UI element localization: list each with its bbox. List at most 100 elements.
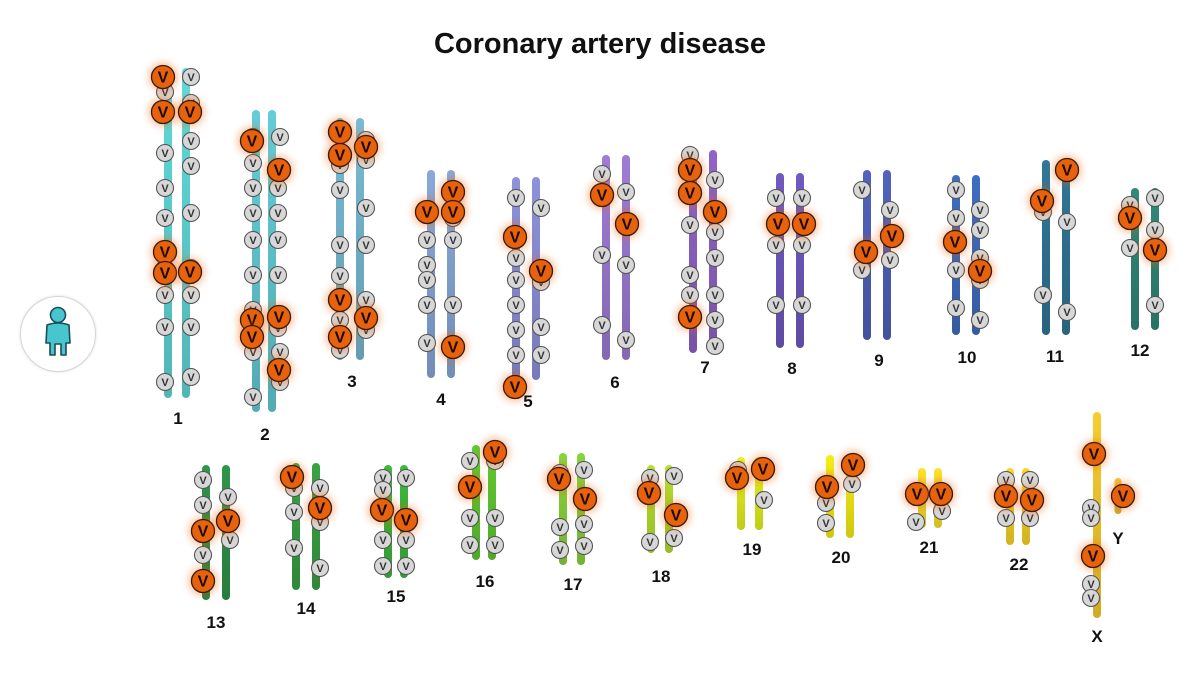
variant-letter: V — [1026, 475, 1034, 487]
common-variant-marker: V — [946, 180, 966, 200]
variant-letter: V — [198, 574, 209, 591]
common-variant-marker: V — [705, 170, 725, 190]
variant-letter: V — [686, 220, 694, 232]
variant-letter: V — [448, 185, 459, 202]
common-variant-marker: V — [1081, 508, 1101, 528]
variant-letter: V — [315, 501, 326, 518]
common-variant-marker: V — [485, 535, 505, 555]
variant-letter: V — [490, 445, 501, 462]
variant-letter: V — [287, 470, 298, 487]
variant-letter: V — [1039, 290, 1047, 302]
chromosome-label: 9 — [874, 351, 883, 370]
chromosome-label: 11 — [1046, 347, 1064, 366]
common-variant-marker: V — [243, 387, 263, 407]
variant-letter: V — [622, 187, 630, 199]
common-variant-marker: V — [531, 317, 551, 337]
common-variant-marker: V — [880, 200, 900, 220]
risk-variant-marker: V — [278, 463, 306, 491]
common-variant-marker: V — [970, 220, 990, 240]
common-variant-marker: V — [754, 490, 774, 510]
variant-letter: V — [377, 503, 388, 520]
variant-letter: V — [732, 471, 743, 488]
risk-variant-marker: V — [903, 480, 931, 508]
variant-letter: V — [622, 260, 630, 272]
common-variant-marker: V — [310, 558, 330, 578]
variant-letter: V — [537, 350, 545, 362]
variant-letter: V — [976, 315, 984, 327]
variant-letter: V — [556, 545, 564, 557]
common-variant-marker: V — [417, 295, 437, 315]
risk-variant-marker: V — [149, 98, 177, 126]
variant-letter: V — [158, 70, 169, 87]
common-variant-marker: V — [330, 235, 350, 255]
variant-letter: V — [598, 320, 606, 332]
variant-letter: V — [858, 265, 866, 277]
common-variant-marker: V — [792, 295, 812, 315]
risk-variant-marker: V — [749, 455, 777, 483]
chromosome-label: 1 — [173, 409, 182, 428]
risk-variant-marker: V — [326, 141, 354, 169]
variant-letter: V — [798, 300, 806, 312]
variant-letter: V — [512, 253, 520, 265]
variant-letter: V — [711, 175, 719, 187]
common-variant-marker: V — [1057, 212, 1077, 232]
risk-variant-marker: V — [588, 181, 616, 209]
common-variant-marker: V — [373, 530, 393, 550]
common-variant-marker: V — [155, 208, 175, 228]
common-variant-marker: V — [592, 245, 612, 265]
common-variant-marker: V — [852, 180, 872, 200]
variant-letter: V — [379, 473, 387, 485]
variant-letter: V — [161, 87, 169, 99]
chromosome-label: 7 — [700, 358, 709, 377]
variant-letter: V — [249, 183, 257, 195]
variant-letter: V — [274, 310, 285, 327]
variant-letter: V — [199, 500, 207, 512]
variant-letter: V — [887, 229, 898, 246]
variant-letter: V — [711, 227, 719, 239]
chromosome-label: 2 — [260, 425, 269, 444]
variant-letter: V — [512, 275, 520, 287]
variant-letter: V — [1001, 489, 1012, 506]
variant-letter: V — [199, 475, 207, 487]
variant-letter: V — [711, 290, 719, 302]
risk-variant-marker: V — [723, 464, 751, 492]
risk-variant-marker: V — [764, 210, 792, 238]
variant-letter: V — [512, 350, 520, 362]
chromosome-label: 10 — [958, 348, 977, 367]
chromosome-label: 8 — [787, 359, 796, 378]
variant-letter: V — [316, 517, 324, 529]
variant-letter: V — [160, 266, 171, 283]
variant-letter: V — [422, 205, 433, 222]
common-variant-marker: V — [1081, 588, 1101, 608]
variant-letter: V — [858, 185, 866, 197]
risk-variant-marker: V — [1018, 486, 1046, 514]
risk-variant-marker: V — [326, 323, 354, 351]
risk-variant-marker: V — [368, 496, 396, 524]
common-variant-marker: V — [680, 265, 700, 285]
common-variant-marker: V — [616, 255, 636, 275]
common-variant-marker: V — [310, 478, 330, 498]
common-variant-marker: V — [284, 538, 304, 558]
variant-letter: V — [1126, 243, 1134, 255]
common-variant-marker: V — [181, 131, 201, 151]
variant-letter: V — [402, 561, 410, 573]
common-variant-marker: V — [268, 265, 288, 285]
risk-variant-marker: V — [1109, 482, 1137, 510]
variant-letter: V — [711, 341, 719, 353]
risk-variant-marker: V — [701, 198, 729, 226]
risk-variant-marker: V — [456, 473, 484, 501]
variant-letter: V — [247, 330, 258, 347]
risk-variant-marker: V — [1141, 236, 1169, 264]
common-variant-marker: V — [356, 198, 376, 218]
variant-letter: V — [936, 487, 947, 504]
common-variant-marker: V — [664, 528, 684, 548]
common-variant-marker: V — [181, 367, 201, 387]
variant-letter: V — [401, 513, 412, 530]
variant-letter: V — [510, 230, 521, 247]
variant-letter: V — [912, 517, 920, 529]
risk-variant-marker: V — [813, 473, 841, 501]
chromosome-label: 21 — [920, 538, 939, 557]
